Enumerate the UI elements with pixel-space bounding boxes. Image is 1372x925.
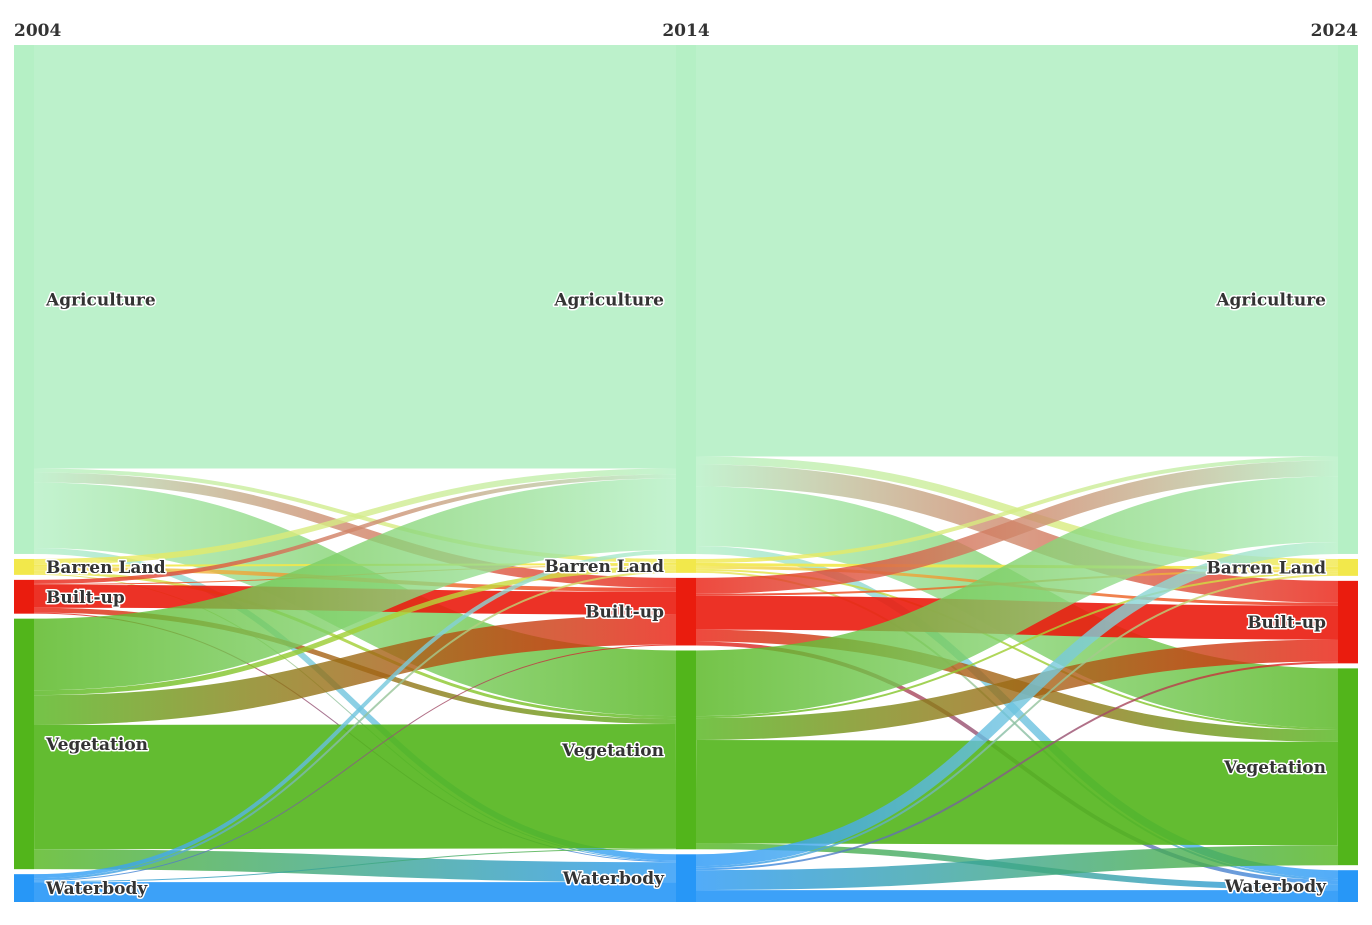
flow-2014-waterbody-to-built-up[interactable] (695, 661, 1339, 871)
node-2014-built-up[interactable] (676, 577, 696, 646)
flow-2014-waterbody-to-vegetation[interactable] (695, 845, 1339, 891)
flow-2004-waterbody-to-built-up[interactable] (33, 644, 677, 882)
flow-2014-waterbody-to-agriculture[interactable] (695, 542, 1339, 867)
node-2024-agriculture[interactable] (1338, 45, 1358, 554)
flow-2004-barren-land-to-agriculture[interactable] (33, 468, 677, 565)
node-label-2014-agriculture: Agriculture (553, 290, 664, 310)
year-label-2014: 2014 (662, 21, 709, 41)
node-label-2014-barren-land: Barren Land (544, 557, 664, 577)
node-label-2014-vegetation: Vegetation (561, 741, 664, 761)
node-label-2024-barren-land: Barren Land (1206, 558, 1326, 578)
flow-2004-vegetation-to-agriculture[interactable] (33, 478, 677, 691)
year-label-2004: 2004 (14, 21, 61, 41)
node-2004-waterbody[interactable] (14, 874, 34, 902)
node-2004-built-up[interactable] (14, 579, 34, 614)
flow-2014-waterbody-to-barren-land[interactable] (695, 573, 1339, 869)
labels-layer: 2004 2014 2024 Agriculture Barren Land Built-… (14, 21, 1358, 901)
node-label-2004-vegetation: Vegetation (45, 735, 148, 755)
flow-2014-barren-land-to-agriculture[interactable] (695, 456, 1339, 563)
flow-2004-vegetation-to-vegetation[interactable] (33, 724, 677, 850)
flow-2014-vegetation-to-vegetation[interactable] (695, 739, 1339, 846)
node-label-2024-agriculture: Agriculture (1215, 290, 1326, 310)
node-label-2004-agriculture: Agriculture (45, 290, 156, 310)
node-2004-agriculture[interactable] (14, 45, 34, 554)
year-label-2024: 2024 (1311, 21, 1358, 41)
flow-2004-waterbody-to-barren-land[interactable] (33, 570, 677, 881)
flow-2004-vegetation-to-barren-land[interactable] (33, 565, 677, 696)
node-label-2014-built-up: Built-up (585, 603, 664, 623)
node-2014-vegetation[interactable] (676, 650, 696, 850)
node-2004-barren-land[interactable] (14, 558, 34, 575)
node-2004-vegetation[interactable] (14, 618, 34, 870)
node-label-2024-waterbody: Waterbody (1224, 877, 1327, 897)
node-2014-barren-land[interactable] (676, 558, 696, 573)
flow-2004-waterbody-to-vegetation[interactable] (33, 848, 677, 883)
node-label-2024-built-up: Built-up (1247, 613, 1326, 633)
node-2024-barren-land[interactable] (1338, 558, 1358, 576)
flow-2004-waterbody-to-agriculture[interactable] (33, 549, 677, 879)
flow-2014-vegetation-to-built-up[interactable] (695, 639, 1339, 740)
flow-2004-vegetation-to-built-up[interactable] (33, 614, 677, 726)
node-2014-waterbody[interactable] (676, 854, 696, 902)
flow-2004-barren-land-to-vegetation[interactable] (33, 570, 677, 720)
node-label-2004-barren-land: Barren Land (46, 558, 166, 578)
node-2014-agriculture[interactable] (676, 45, 696, 554)
node-2024-vegetation[interactable] (1338, 668, 1358, 866)
node-label-2014-waterbody: Waterbody (562, 869, 665, 889)
node-2024-built-up[interactable] (1338, 580, 1358, 664)
flow-2014-vegetation-to-barren-land[interactable] (695, 571, 1339, 719)
node-label-2004-built-up: Built-up (46, 588, 125, 608)
node-label-2024-vegetation: Vegetation (1223, 758, 1326, 778)
nodes-layer (14, 45, 1358, 902)
links-layer (33, 44, 1339, 903)
flow-2004-built-up-to-agriculture[interactable] (33, 474, 677, 584)
node-label-2004-waterbody: Waterbody (45, 879, 148, 899)
flow-2014-vegetation-to-agriculture[interactable] (695, 476, 1339, 717)
node-2024-waterbody[interactable] (1338, 870, 1358, 902)
flow-2014-built-up-to-agriculture[interactable] (695, 460, 1339, 594)
